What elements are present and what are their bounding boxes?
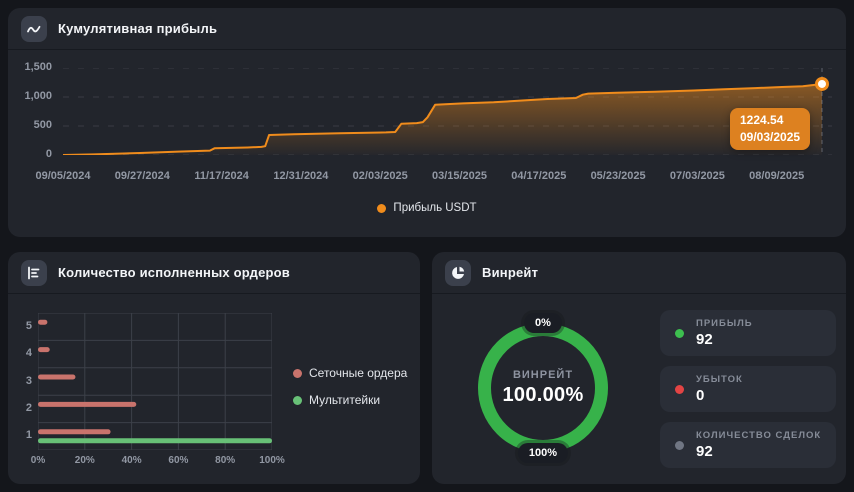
stat-card-trades: КОЛИЧЕСТВО СДЕЛОК 92 [660,422,836,468]
percent-tick-label: 100% [259,455,285,466]
winrate-chart: ВИНРЕЙТ 100.00% 0% 100% ПРИБЫЛЬ 92 [432,294,846,483]
cumulative-panel-header: Кумулятивная прибыль [8,8,846,50]
winrate-badge-100: 100% [517,443,569,463]
category-label: 3 [25,374,32,387]
legend-label: Мультитейки [309,393,381,407]
stat-label: ПРИБЫЛЬ [696,318,753,329]
tooltip-date: 09/03/2025 [740,129,801,144]
legend-label: Сеточные ордера [309,366,408,380]
executed-orders-panel: Количество исполненных ордеров 5 4 3 2 1 0% 2… [8,252,420,484]
y-tick-label: 0 [45,148,52,160]
percent-tick-label: 20% [74,455,95,466]
percent-tick-label: 40% [121,455,142,466]
legend-dot [293,368,302,378]
winrate-panel: Винрейт ВИНРЕЙТ 100.00% 0% 100% ПРИБЫЛЬ [432,252,846,484]
category-label: 5 [25,319,32,332]
trend-line-icon [21,15,47,42]
pie-chart-icon [445,259,471,286]
x-tick-label: 11/17/2024 [194,170,249,182]
trades-dot [675,440,684,450]
stat-card-profit: ПРИБЫЛЬ 92 [660,310,836,356]
active-point-marker[interactable] [815,76,830,91]
x-tick-label: 09/27/2024 [114,170,170,182]
cumulative-profit-panel: Кумулятивная прибыль 0 500 1,000 1,500 09/0… [8,8,846,237]
legend-item-multitakes[interactable]: Мультитейки [293,393,407,407]
x-tick-label: 12/31/2024 [273,170,329,182]
horizontal-bars-icon [21,259,47,286]
legend-dot [377,203,387,213]
winrate-panel-title: Винрейт [482,265,539,280]
stat-value: 92 [696,443,713,460]
winrate-donut[interactable]: ВИНРЕЙТ 100.00% 0% 100% [478,313,608,463]
percent-tick-label: 60% [168,455,189,466]
legend-label: Прибыль USDT [393,202,477,214]
cumulative-x-axis: 09/05/2024 09/27/2024 11/17/2024 12/31/2024… [35,170,832,186]
orders-category-axis: 5 4 3 2 1 [8,313,32,450]
winrate-center: ВИНРЕЙТ 100.00% [502,369,583,407]
y-tick-label: 1,500 [24,61,52,73]
orders-x-axis: 0% 20% 40% 60% 80% 100% [31,455,285,469]
stat-label: КОЛИЧЕСТВО СДЕЛОК [696,430,822,441]
winrate-stats: ПРИБЫЛЬ 92 УБЫТОК 0 КОЛИЧЕСТВО СДЕЛОК [660,310,836,468]
cumulative-legend: Прибыль USDT [8,202,846,214]
x-tick-label: 02/03/2025 [352,170,408,182]
x-tick-label: 04/17/2025 [511,170,567,182]
category-label: 4 [25,347,32,360]
legend-item-profit-usdt[interactable]: Прибыль USDT [377,202,477,214]
x-tick-label: 09/05/2024 [35,170,91,182]
category-label: 2 [25,401,32,414]
winrate-panel-header: Винрейт [432,252,846,294]
percent-tick-label: 0% [30,455,46,466]
x-tick-label: 07/03/2025 [669,170,725,182]
stat-value: 92 [696,331,713,348]
x-tick-label: 05/23/2025 [590,170,646,182]
loss-dot [675,384,684,394]
cumulative-y-axis: 0 500 1,000 1,500 [8,50,56,236]
orders-panel-header: Количество исполненных ордеров [8,252,420,294]
winrate-badge-0: 0% [524,313,562,333]
category-label: 1 [25,429,32,442]
profit-dot [675,328,684,338]
x-tick-label: 03/15/2025 [431,170,488,182]
legend-dot [293,395,302,405]
cumulative-plot[interactable] [62,67,832,156]
y-tick-label: 1,000 [24,90,52,102]
winrate-center-label: ВИНРЕЙТ [512,369,574,381]
tooltip-value: 1224.54 [740,113,784,127]
stat-card-loss: УБЫТОК 0 [660,366,836,412]
x-tick-label: 08/09/2025 [749,170,805,182]
orders-chart[interactable]: 5 4 3 2 1 0% 20% 40% 60% 80% 100% Сеточные ордера… [8,294,420,483]
cumulative-panel-title: Кумулятивная прибыль [58,21,218,36]
orders-plot[interactable] [37,312,273,451]
winrate-center-value: 100.00% [502,384,584,406]
orders-legend: Сеточные ордера Мультитейки [293,366,407,407]
legend-item-grid-orders[interactable]: Сеточные ордера [293,366,407,380]
stat-value: 0 [696,387,705,404]
chart-tooltip: 1224.54 09/03/2025 [730,108,811,150]
cumulative-chart[interactable]: 0 500 1,000 1,500 09/05/2024 09/27/2024 11/17… [8,50,846,236]
y-tick-label: 500 [33,119,52,131]
stat-label: УБЫТОК [696,374,743,385]
orders-panel-title: Количество исполненных ордеров [58,265,290,280]
percent-tick-label: 80% [215,455,236,466]
